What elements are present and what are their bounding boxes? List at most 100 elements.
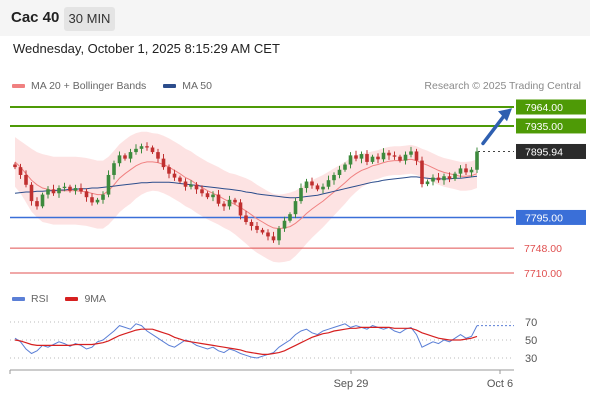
level-tag-target-1 xyxy=(516,118,586,134)
candle-body xyxy=(24,174,28,185)
candle-body xyxy=(134,148,138,153)
candle-body xyxy=(79,188,83,192)
candle-body xyxy=(293,201,298,215)
ma50-legend-label: MA 50 xyxy=(182,80,212,93)
candle-body xyxy=(189,184,193,187)
candle-body xyxy=(376,156,380,160)
forecast-arrow-head xyxy=(498,108,512,122)
candle-body xyxy=(95,199,100,203)
candle-body xyxy=(304,181,309,189)
candles xyxy=(13,142,479,245)
level-label-support-1: 7748.00 xyxy=(524,243,562,255)
bollinger-bands xyxy=(15,131,477,263)
ma9-line xyxy=(14,326,478,355)
ma50-swatch-icon xyxy=(163,84,177,89)
candle-body xyxy=(271,236,276,241)
candle-body xyxy=(13,164,17,168)
rsi-panel: 70 50 30 xyxy=(10,317,537,365)
candle-body xyxy=(205,193,210,198)
candle-body xyxy=(101,194,105,200)
candle-body xyxy=(403,154,408,161)
candle-body xyxy=(35,201,39,207)
rsi-line xyxy=(14,323,478,359)
level-label-target-2: 7964.00 xyxy=(525,102,563,114)
candle-body xyxy=(40,194,45,207)
level-tag-current xyxy=(516,143,586,159)
candle-body xyxy=(442,176,446,181)
rsi-legend: RSI 9MA xyxy=(12,293,106,305)
candle-body xyxy=(310,181,314,186)
candle-body xyxy=(73,188,78,191)
forecast-arrow xyxy=(481,108,512,146)
candle-body xyxy=(282,220,287,229)
candle-body xyxy=(447,176,452,179)
level-label-support-2: 7710.00 xyxy=(524,268,562,280)
candle-body xyxy=(315,185,320,190)
candle-body xyxy=(150,147,155,153)
candle-body xyxy=(299,188,303,202)
level-label-pivot: 7795.00 xyxy=(525,212,563,224)
main-legend: MA 20 + Bollinger Bands MA 50 xyxy=(12,80,212,92)
candle-body xyxy=(332,174,336,181)
candle-body xyxy=(255,225,259,230)
x-tick-label: Sep 29 xyxy=(334,378,369,390)
level-label-target-1: 7935.00 xyxy=(525,121,563,133)
ma20-swatch-icon xyxy=(12,84,25,89)
candle-body xyxy=(200,189,204,194)
rsi-swatch-icon xyxy=(12,297,25,302)
candle-body xyxy=(233,199,237,203)
candle-body xyxy=(106,174,111,195)
level-tag-target-2 xyxy=(516,99,586,115)
candle-body xyxy=(227,199,232,207)
rsi-tick-label: 50 xyxy=(525,335,537,347)
candle-body xyxy=(161,158,166,168)
candle-body xyxy=(453,173,457,179)
candle-body xyxy=(348,155,353,165)
candle-body xyxy=(46,189,50,195)
candle-body xyxy=(145,146,149,148)
candle-body xyxy=(337,169,342,175)
candle-body xyxy=(156,152,160,159)
candle-body xyxy=(167,167,171,174)
candle-body xyxy=(84,191,89,198)
candle-body xyxy=(458,168,463,174)
candle-body xyxy=(123,155,127,159)
candle-body xyxy=(244,215,248,223)
x-axis: Sep 29 Oct 6 xyxy=(9,369,514,390)
candle-body xyxy=(398,156,402,161)
candle-body xyxy=(343,164,347,170)
candle-body xyxy=(51,189,56,194)
candle-body xyxy=(178,177,182,182)
candle-body xyxy=(469,169,474,173)
instrument-title: Cac 40 xyxy=(11,9,60,26)
candle-body xyxy=(354,155,358,159)
bollinger-band-area xyxy=(15,131,477,263)
level-tag-pivot xyxy=(516,209,586,225)
candle-body xyxy=(321,186,325,190)
chart-datetime: Wednesday, October 1, 2025 8:15:29 AM CE… xyxy=(13,41,280,56)
candle-body xyxy=(249,222,254,226)
candle-body xyxy=(18,167,23,175)
candle-body xyxy=(260,229,265,233)
candle-body xyxy=(62,186,67,189)
candle-body xyxy=(172,173,177,178)
candle-body xyxy=(139,146,144,149)
timeframe-button[interactable]: 30 MIN xyxy=(64,7,115,31)
candle-body xyxy=(431,177,435,182)
candle-body xyxy=(211,194,215,198)
candle-body xyxy=(194,184,199,190)
candle-body xyxy=(288,214,292,221)
candle-body xyxy=(387,152,391,156)
candle-body xyxy=(409,151,413,155)
candle-body xyxy=(238,202,243,216)
level-lines xyxy=(10,106,514,274)
candle-body xyxy=(425,181,430,185)
candle-body xyxy=(183,181,188,187)
candle-body xyxy=(57,188,61,194)
candle-body xyxy=(216,194,221,204)
candle-body xyxy=(475,151,479,170)
ma9-swatch-icon xyxy=(65,297,79,302)
candle-body xyxy=(277,228,281,241)
forecast-arrow-shaft xyxy=(481,111,508,146)
